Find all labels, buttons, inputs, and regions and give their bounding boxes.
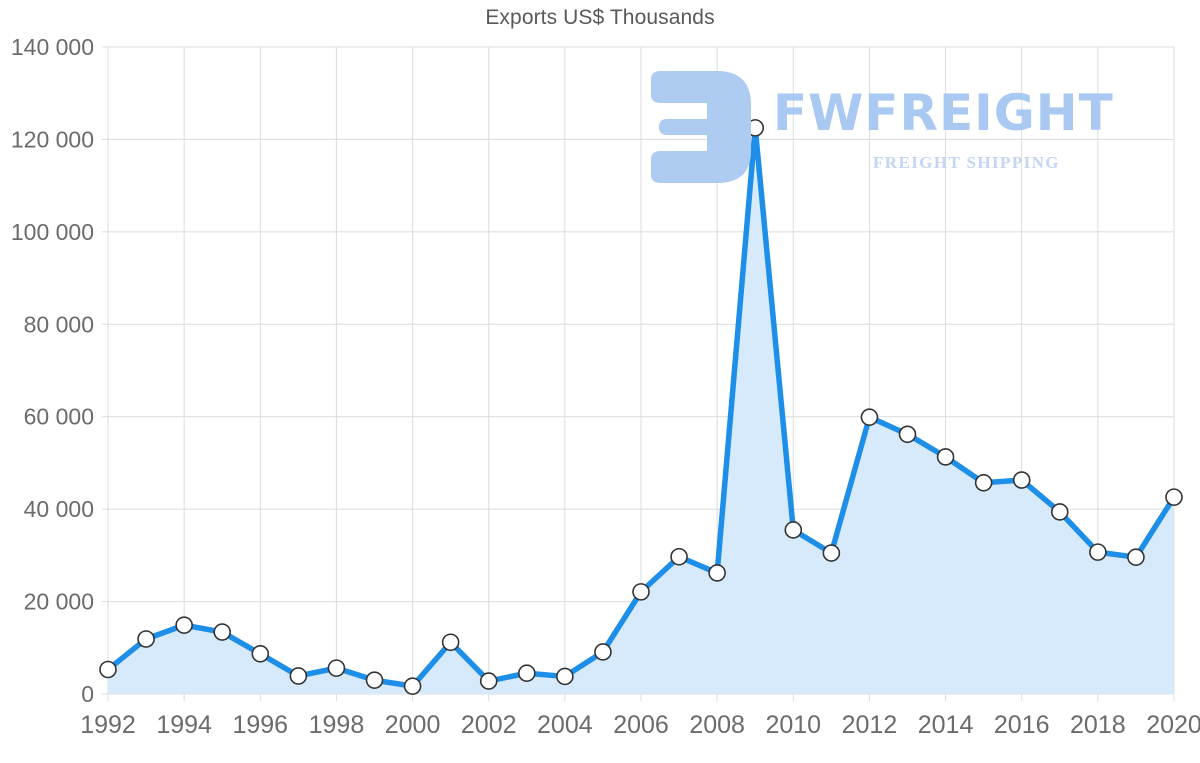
data-point-2003 [517,664,536,683]
data-point-2018 [1089,543,1107,561]
y-tick-label: 60 000 [24,404,94,430]
x-tick-label: 2012 [842,711,898,739]
x-tick-label: 2000 [385,711,441,739]
x-tick-label: 2010 [765,711,821,739]
data-point-1995 [213,623,232,641]
y-tick-label: 40 000 [24,496,94,522]
x-tick-label: 1992 [80,711,136,739]
data-point-1994 [175,616,193,634]
data-point-2014 [936,448,955,466]
data-point-markers [99,119,1183,695]
data-point-2004 [556,667,574,686]
data-point-2005 [594,643,612,661]
y-tick-label: 20 000 [24,589,94,615]
x-tick-label: 2014 [918,711,974,739]
x-axis-tick-labels: 1992 1994 1996 1998 2000 2002 2004 2006 2008 2010… [80,711,1200,739]
x-tick-label: 2002 [461,711,517,739]
area-fill [108,127,1174,694]
data-point-2015 [974,473,993,492]
x-tick-label: 2004 [537,711,593,739]
data-point-2001 [441,633,460,652]
y-tick-label: 0 [81,681,94,707]
data-point-1998 [327,659,346,677]
y-axis-tick-labels: 0 20 000 40 000 60 000 80 000 100 000 120 000 1… [11,34,94,707]
x-tick-label: 2008 [689,711,745,739]
data-point-2020 [1165,488,1183,506]
data-point-2009 [746,119,765,137]
x-tick-label: 2016 [994,711,1050,739]
data-point-2017 [1050,503,1069,521]
x-tick-label: 1998 [309,711,365,739]
x-tick-label: 1994 [156,711,212,739]
data-point-2011 [822,544,841,562]
y-tick-label: 140 000 [11,34,94,60]
y-tick-label: 120 000 [11,126,94,152]
data-point-2010 [784,521,803,539]
data-point-2013 [898,425,917,444]
data-point-2012 [860,408,879,426]
data-point-1996 [251,644,270,663]
data-point-2016 [1012,471,1031,489]
x-tick-label: 2018 [1070,711,1126,739]
data-point-2008 [708,564,726,582]
x-tick-label: 2020 [1146,711,1200,739]
x-tick-label: 2006 [613,711,669,739]
data-point-2006 [632,583,650,601]
data-point-2000 [403,677,422,695]
chart-title: Exports US$ Thousands [485,6,715,29]
data-point-2007 [670,547,688,566]
data-point-1993 [137,630,155,648]
data-point-2019 [1127,548,1145,567]
data-point-1992 [99,660,117,679]
y-tick-label: 80 000 [24,311,94,337]
data-point-1997 [289,667,308,685]
x-tick-label: 1996 [232,711,288,739]
data-point-2002 [479,672,498,690]
y-tick-label: 100 000 [11,219,94,245]
data-point-1999 [365,671,384,689]
